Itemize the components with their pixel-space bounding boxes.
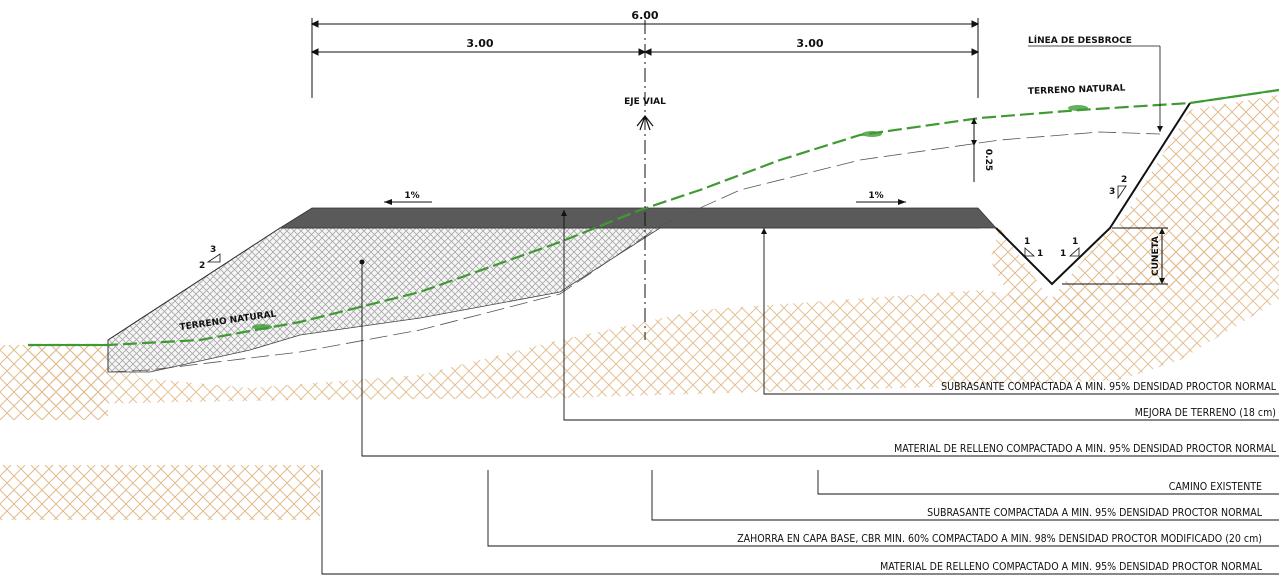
callout-mejora: MEJORA DE TERRENO (18 cm) <box>1135 407 1276 419</box>
callout-subrasante-lower: SUBRASANTE COMPACTADA A MIN. 95% DENSIDA… <box>927 507 1263 519</box>
eje-vial-label: EJE VIAL <box>624 97 666 107</box>
existing-ground-dashed <box>107 131 1161 373</box>
ditch-slope-left: 1 1 <box>1024 237 1043 259</box>
grass-tuft-icon <box>252 324 272 330</box>
terrain-solid-right <box>1189 89 1279 104</box>
depth-dimension: 0.25 <box>971 118 993 182</box>
svg-text:1: 1 <box>1024 237 1030 247</box>
svg-text:1%: 1% <box>404 191 419 201</box>
dimension-right: 3.00 <box>796 37 823 50</box>
dimension-left: 3.00 <box>466 37 493 50</box>
slope-marker-left: 3 2 <box>199 245 221 271</box>
cuneta-dimension: CUNETA <box>1062 227 1168 285</box>
terrain-label-right: TERRENO NATURAL <box>1028 84 1126 97</box>
svg-text:1%: 1% <box>868 191 883 201</box>
road-axis: EJE VIAL <box>624 20 666 340</box>
svg-text:3: 3 <box>210 245 216 255</box>
grass-tuft-icon <box>1068 105 1088 111</box>
ditch-slope-right: 1 1 <box>1060 237 1080 259</box>
svg-text:1: 1 <box>1060 249 1066 259</box>
ground-soil-hatch <box>0 95 1279 520</box>
svg-text:1: 1 <box>1072 237 1078 247</box>
svg-text:1: 1 <box>1037 249 1043 259</box>
ditch-outline <box>995 102 1191 286</box>
slope-marker-right: 2 3 <box>1109 175 1127 200</box>
svg-text:3: 3 <box>1109 187 1115 197</box>
callout-zahorra: ZAHORRA EN CAPA BASE, CBR MIN. 60% COMPA… <box>737 533 1262 545</box>
cuneta-label: CUNETA <box>1151 236 1161 276</box>
terrain-natural-line <box>28 88 1279 347</box>
dimension-total: 6.00 <box>631 9 658 22</box>
desbroce-label: LÍNEA DE DESBROCE <box>1028 34 1132 46</box>
svg-text:2: 2 <box>199 261 205 271</box>
grass-tuft-icon <box>862 131 882 137</box>
fill-slope-left <box>107 227 281 341</box>
svg-text:2: 2 <box>1121 175 1127 185</box>
callout-subrasante-upper: SUBRASANTE COMPACTADA A MIN. 95% DENSIDA… <box>941 381 1277 393</box>
callout-relleno-upper: MATERIAL DE RELLENO COMPACTADO A MIN. 95… <box>894 443 1277 455</box>
slope-arrow-right: 1% <box>856 191 906 205</box>
callout-relleno-lower: MATERIAL DE RELLENO COMPACTADO A MIN. 95… <box>880 561 1263 573</box>
axis-marker-icon <box>636 115 654 131</box>
leader-lines <box>321 210 1279 575</box>
callout-camino: CAMINO EXISTENTE <box>1169 481 1262 493</box>
dimension-lines <box>310 18 980 98</box>
slope-arrow-left: 1% <box>384 191 432 205</box>
depth-value: 0.25 <box>983 149 993 171</box>
